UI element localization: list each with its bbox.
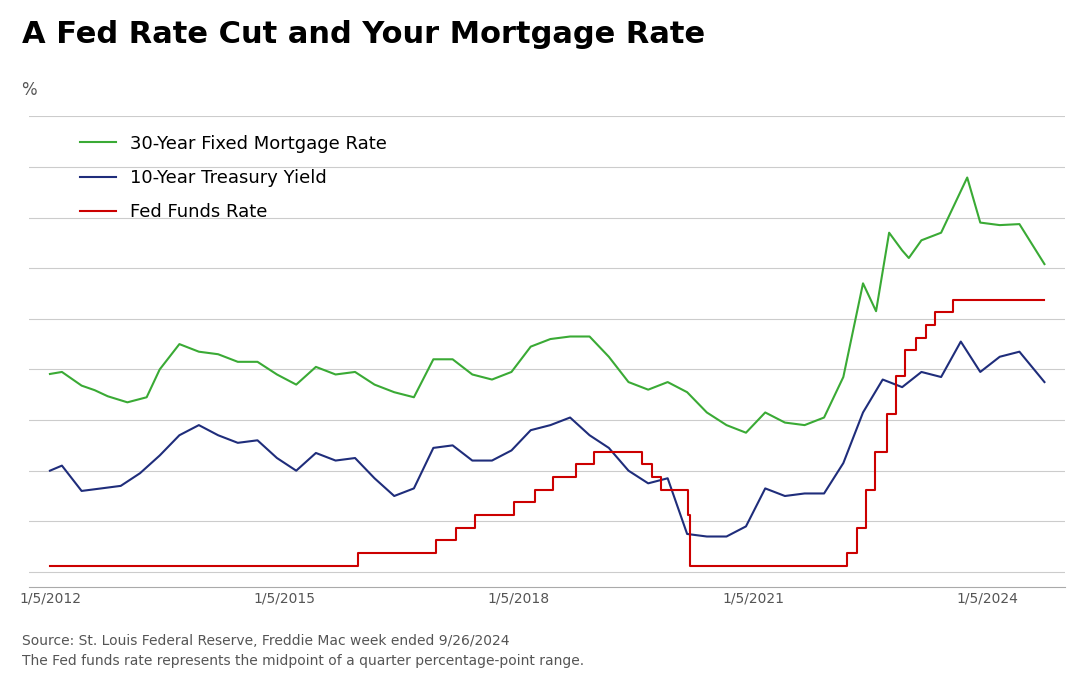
Legend: 30-Year Fixed Mortgage Rate, 10-Year Treasury Yield, Fed Funds Rate: 30-Year Fixed Mortgage Rate, 10-Year Tre… — [80, 135, 388, 221]
Text: Source: St. Louis Federal Reserve, Freddie Mac week ended 9/26/2024: Source: St. Louis Federal Reserve, Fredd… — [22, 634, 509, 648]
Text: A Fed Rate Cut and Your Mortgage Rate: A Fed Rate Cut and Your Mortgage Rate — [22, 20, 705, 49]
Text: %: % — [22, 81, 37, 99]
Text: The Fed funds rate represents the midpoint of a quarter percentage-point range.: The Fed funds rate represents the midpoi… — [22, 654, 583, 668]
